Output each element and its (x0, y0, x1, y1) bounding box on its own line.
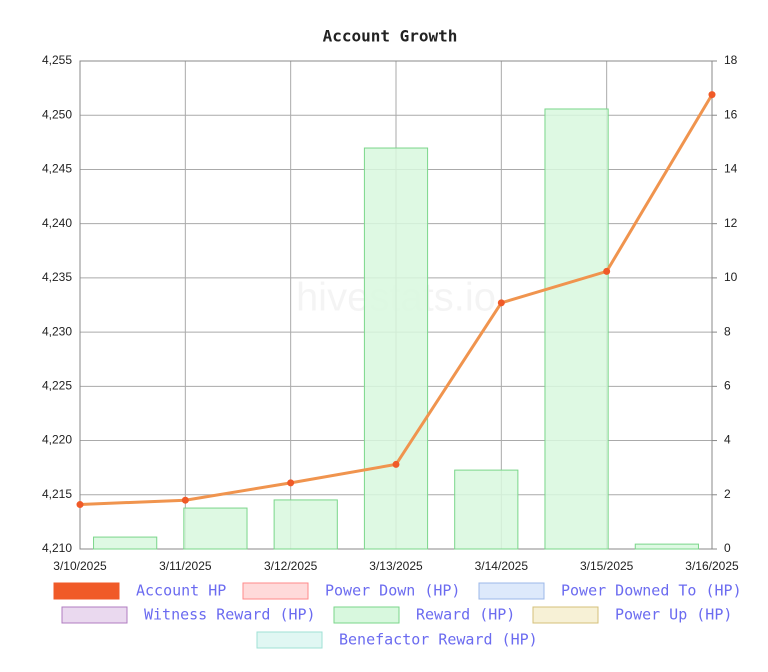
legend-swatch (532, 606, 599, 624)
bar (454, 469, 519, 550)
y-tick-label: 4,245 (42, 162, 72, 176)
y2-tick-label: 2 (724, 487, 731, 501)
legend-label: Reward (HP) (416, 606, 515, 624)
bar (183, 507, 248, 550)
point (497, 299, 505, 307)
point (76, 501, 84, 509)
y-tick-label: 4,220 (42, 433, 72, 447)
y-tick-label: 4,210 (42, 541, 72, 555)
legend-label: Benefactor Reward (HP) (339, 631, 538, 649)
legend-swatch (53, 582, 120, 600)
legend-label: Power Down (HP) (325, 582, 460, 600)
x-tick-label: 3/16/2025 (685, 559, 739, 573)
legend-label: Account HP (136, 582, 226, 600)
x-tick-label: 3/13/2025 (369, 559, 423, 573)
y-tick-label: 4,250 (42, 107, 72, 121)
point (181, 496, 189, 504)
x-tick-label: 3/14/2025 (475, 559, 529, 573)
x-tick-label: 3/12/2025 (264, 559, 318, 573)
y2-tick-label: 4 (724, 433, 731, 447)
y2-tick-label: 12 (724, 216, 738, 230)
y2-tick-label: 8 (724, 324, 731, 338)
y-tick-label: 4,255 (42, 53, 72, 67)
legend-label: Witness Reward (HP) (144, 606, 316, 624)
chart-title: Account Growth (323, 27, 458, 46)
y-tick-label: 4,230 (42, 324, 72, 338)
y2-tick-label: 14 (724, 162, 738, 176)
bar (363, 147, 429, 550)
y2-tick-label: 6 (724, 379, 731, 393)
y2-tick-label: 16 (724, 107, 738, 121)
point (392, 460, 400, 468)
bar (544, 108, 609, 550)
legend-swatch (256, 631, 323, 649)
y-tick-label: 4,225 (42, 379, 72, 393)
bar (634, 543, 699, 550)
x-tick-label: 3/15/2025 (580, 559, 634, 573)
point (708, 91, 716, 99)
point (287, 479, 295, 487)
x-tick-label: 3/10/2025 (53, 559, 107, 573)
legend-swatch (333, 606, 400, 624)
y-tick-label: 4,235 (42, 270, 72, 284)
legend-label: Power Up (HP) (615, 606, 732, 624)
legend-swatch (61, 606, 128, 624)
y-tick-label: 4,215 (42, 487, 72, 501)
legend-swatch (242, 582, 309, 600)
y2-tick-label: 0 (724, 541, 731, 555)
x-tick-label: 3/11/2025 (159, 559, 212, 573)
y-tick-label: 4,240 (42, 216, 72, 230)
legend-swatch (478, 582, 545, 600)
y2-tick-label: 10 (724, 270, 738, 284)
point (603, 267, 611, 275)
bar (93, 536, 158, 550)
bar (273, 499, 338, 550)
legend-label: Power Downed To (HP) (561, 582, 742, 600)
y2-tick-label: 18 (724, 53, 738, 67)
